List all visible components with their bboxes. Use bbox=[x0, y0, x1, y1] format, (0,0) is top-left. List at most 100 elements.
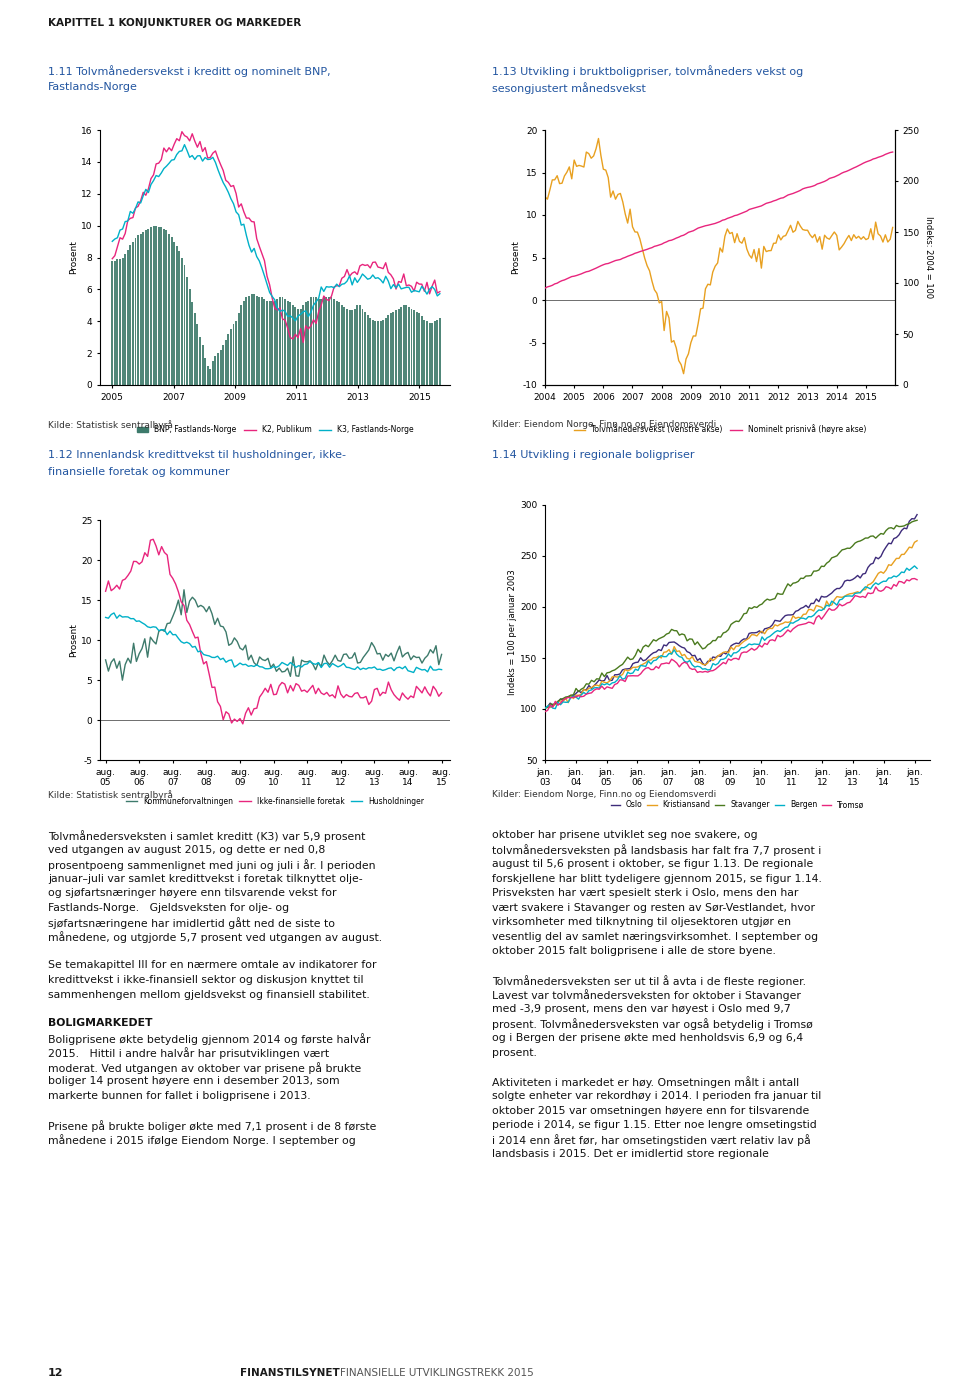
Bar bbox=[232, 325, 234, 384]
Text: Fastlands-Norge.   Gjeldsveksten for olje- og: Fastlands-Norge. Gjeldsveksten for olje-… bbox=[48, 903, 289, 912]
Bar bbox=[313, 297, 315, 384]
Bar bbox=[186, 277, 188, 384]
Text: boliger 14 prosent høyere enn i desember 2013, som: boliger 14 prosent høyere enn i desember… bbox=[48, 1077, 340, 1087]
Text: Prisveksten har vært spesielt sterk i Oslo, mens den har: Prisveksten har vært spesielt sterk i Os… bbox=[492, 887, 799, 898]
Bar bbox=[403, 305, 405, 384]
Bar bbox=[258, 297, 260, 384]
Text: forskjellene har blitt tydeligere gjennom 2015, se figur 1.14.: forskjellene har blitt tydeligere gjenno… bbox=[492, 873, 822, 883]
Bar bbox=[382, 319, 384, 384]
Text: Lavest var tolvmånedersveksten for oktober i Stavanger: Lavest var tolvmånedersveksten for oktob… bbox=[492, 989, 801, 1002]
Bar bbox=[362, 308, 364, 384]
Bar bbox=[206, 366, 208, 384]
Text: 1.14 Utvikling i regionale boligpriser: 1.14 Utvikling i regionale boligpriser bbox=[492, 450, 694, 460]
Bar bbox=[269, 301, 271, 384]
Bar bbox=[217, 352, 219, 384]
Bar bbox=[439, 318, 441, 384]
Text: Aktiviteten i markedet er høy. Omsetningen målt i antall: Aktiviteten i markedet er høy. Omsetning… bbox=[492, 1077, 799, 1088]
Bar bbox=[160, 227, 162, 384]
Bar bbox=[180, 258, 183, 384]
Text: 1.13 Utvikling i bruktboligpriser, tolvmåneders vekst og: 1.13 Utvikling i bruktboligpriser, tolvm… bbox=[492, 65, 804, 77]
Bar bbox=[423, 319, 425, 384]
Bar bbox=[119, 259, 121, 384]
Bar bbox=[127, 249, 129, 384]
Text: solgte enheter var rekordhøy i 2014. I perioden fra januar til: solgte enheter var rekordhøy i 2014. I p… bbox=[492, 1091, 821, 1100]
Text: kredittvekst i ikke-finansiell sektor og diskusjon knyttet til: kredittvekst i ikke-finansiell sektor og… bbox=[48, 975, 364, 985]
Bar bbox=[372, 319, 373, 384]
Bar bbox=[220, 350, 222, 384]
Text: finansielle foretak og kommuner: finansielle foretak og kommuner bbox=[48, 467, 229, 476]
Bar bbox=[411, 308, 413, 384]
Bar bbox=[397, 308, 399, 384]
Text: månedene i 2015 ifølge Eiendom Norge. I september og: månedene i 2015 ifølge Eiendom Norge. I … bbox=[48, 1134, 356, 1146]
Bar bbox=[434, 322, 436, 384]
Text: virksomheter med tilknytning til oljesektoren utgjør en: virksomheter med tilknytning til oljesek… bbox=[492, 917, 791, 926]
Bar bbox=[276, 299, 278, 384]
Bar bbox=[307, 301, 309, 384]
Text: månedene, og utgjorde 5,7 prosent ved utgangen av august.: månedene, og utgjorde 5,7 prosent ved ut… bbox=[48, 932, 382, 943]
Y-axis label: Prosent: Prosent bbox=[69, 623, 78, 657]
Bar bbox=[173, 241, 175, 384]
Bar bbox=[165, 230, 167, 384]
Text: Prisene på brukte boliger økte med 7,1 prosent i de 8 første: Prisene på brukte boliger økte med 7,1 p… bbox=[48, 1120, 376, 1133]
Text: landsbasis i 2015. Det er imidlertid store regionale: landsbasis i 2015. Det er imidlertid sto… bbox=[492, 1149, 769, 1159]
Text: prosent. Tolvmånedersveksten var også betydelig i Tromsø: prosent. Tolvmånedersveksten var også be… bbox=[492, 1018, 813, 1031]
Text: prosentpoeng sammenlignet med juni og juli i år. I perioden: prosentpoeng sammenlignet med juni og ju… bbox=[48, 859, 375, 871]
Bar bbox=[176, 247, 178, 384]
Text: ved utgangen av august 2015, og dette er ned 0,8: ved utgangen av august 2015, og dette er… bbox=[48, 844, 325, 854]
Text: markerte bunnen for fallet i boligprisene i 2013.: markerte bunnen for fallet i boligprisen… bbox=[48, 1091, 311, 1100]
Y-axis label: Indeks = 100 per januar 2003: Indeks = 100 per januar 2003 bbox=[509, 570, 517, 695]
Y-axis label: Indeks: 2004 = 100: Indeks: 2004 = 100 bbox=[924, 216, 933, 298]
Bar bbox=[431, 323, 433, 384]
Bar bbox=[400, 306, 402, 384]
Bar bbox=[321, 299, 323, 384]
Text: tolvmånedersveksten på landsbasis har falt fra 7,7 prosent i: tolvmånedersveksten på landsbasis har fa… bbox=[492, 844, 821, 857]
Text: oktober 2015 var omsetningen høyere enn for tilsvarende: oktober 2015 var omsetningen høyere enn … bbox=[492, 1106, 809, 1116]
Text: Kilder: Eiendom Norge, Finn.no og Eiendomsverdi: Kilder: Eiendom Norge, Finn.no og Eiendo… bbox=[492, 421, 716, 429]
Text: vært svakere i Stavanger og resten av Sør-Vestlandet, hvor: vært svakere i Stavanger og resten av Sø… bbox=[492, 903, 815, 912]
Bar bbox=[163, 228, 165, 384]
Bar bbox=[261, 297, 263, 384]
Bar bbox=[114, 260, 116, 384]
Bar bbox=[179, 251, 180, 384]
Bar bbox=[204, 358, 206, 384]
Bar bbox=[148, 228, 150, 384]
Bar bbox=[272, 301, 274, 384]
Text: oktober 2015 falt boligprisene i alle de store byene.: oktober 2015 falt boligprisene i alle de… bbox=[492, 946, 776, 956]
Text: Tolvmånedersveksten ser ut til å avta i de fleste regioner.: Tolvmånedersveksten ser ut til å avta i … bbox=[492, 975, 806, 986]
Bar bbox=[379, 322, 381, 384]
Text: KAPITTEL 1 KONJUNKTURER OG MARKEDER: KAPITTEL 1 KONJUNKTURER OG MARKEDER bbox=[48, 18, 301, 28]
Text: vesentlig del av samlet næringsvirksomhet. I september og: vesentlig del av samlet næringsvirksomhe… bbox=[492, 932, 818, 942]
Bar bbox=[390, 313, 392, 384]
Y-axis label: Prosent: Prosent bbox=[511, 241, 519, 274]
Bar bbox=[370, 318, 372, 384]
Bar bbox=[251, 294, 252, 384]
Bar bbox=[225, 340, 227, 384]
Text: Kilde: Statistisk sentralbyrå: Kilde: Statistisk sentralbyrå bbox=[48, 421, 173, 430]
Bar bbox=[191, 302, 193, 384]
Bar bbox=[197, 325, 199, 384]
Bar bbox=[419, 313, 420, 384]
Bar bbox=[396, 311, 397, 384]
Bar bbox=[238, 313, 240, 384]
Bar bbox=[130, 245, 132, 384]
Y-axis label: Prosent: Prosent bbox=[69, 241, 78, 274]
Bar bbox=[209, 369, 211, 384]
Bar bbox=[111, 260, 113, 384]
Bar bbox=[122, 258, 124, 384]
Bar bbox=[336, 301, 338, 384]
Text: januar–juli var samlet kredittvekst i foretak tilknyttet olje-: januar–juli var samlet kredittvekst i fo… bbox=[48, 873, 363, 883]
Bar bbox=[364, 312, 366, 384]
Bar bbox=[248, 295, 250, 384]
Bar bbox=[359, 305, 361, 384]
Bar bbox=[295, 306, 297, 384]
Bar bbox=[377, 322, 379, 384]
Bar bbox=[318, 299, 320, 384]
Bar bbox=[189, 290, 191, 384]
Bar bbox=[253, 294, 255, 384]
Text: 2015.   Hittil i andre halvår har prisutviklingen vært: 2015. Hittil i andre halvår har prisutvi… bbox=[48, 1048, 329, 1060]
Bar bbox=[279, 297, 281, 384]
Bar bbox=[243, 301, 245, 384]
Bar bbox=[385, 318, 387, 384]
Bar bbox=[302, 305, 304, 384]
Bar bbox=[255, 295, 257, 384]
